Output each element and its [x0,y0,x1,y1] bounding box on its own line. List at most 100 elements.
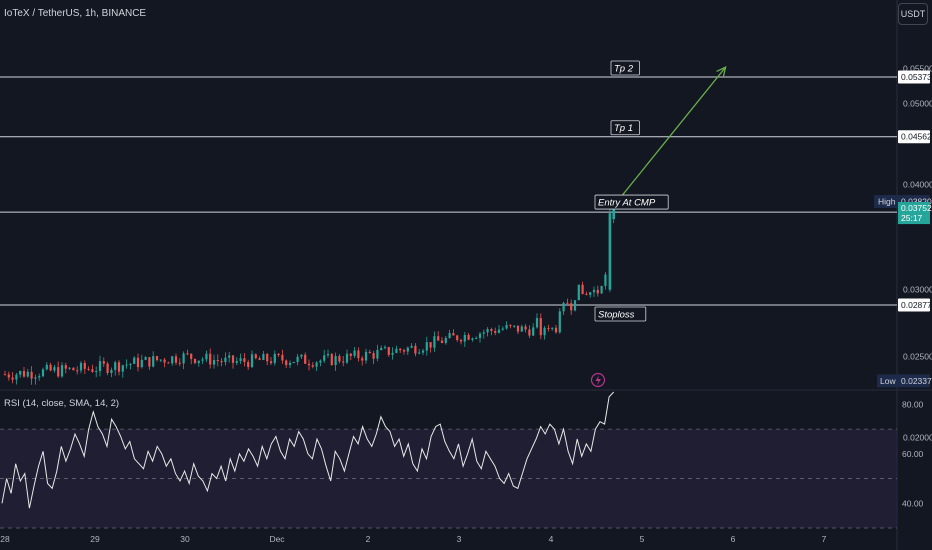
candle [155,356,159,361]
time-tick-label: 28 [0,534,10,544]
level-price-text: 0.04562 [901,132,932,142]
current-price-text: 0.03752 [901,203,932,213]
annotation-box [594,194,669,210]
candle [596,289,599,294]
candle [444,337,447,343]
candle [49,364,52,371]
candle [239,358,242,362]
candle [410,345,413,348]
annotation-entry-at-cmp[interactable]: Entry At CMP [594,194,669,210]
candle [463,334,466,342]
candle [520,326,523,332]
icons [590,372,606,388]
time-tick-label: 3 [457,534,462,544]
candle [494,330,497,333]
candle [429,342,432,348]
candle [300,354,303,357]
low-badge [877,374,898,388]
candle [535,318,539,328]
candle [231,355,235,363]
candle [326,354,330,356]
candle [114,362,117,370]
candle [376,350,379,359]
annotation-stoploss[interactable]: Stoploss [594,306,647,322]
candle [125,364,128,366]
candle [98,361,102,372]
arrow-head-icon [716,65,727,78]
candle [209,353,212,365]
candle [505,324,508,329]
candle [144,357,147,360]
candle [3,374,7,376]
annotation-tp-1[interactable]: Tp 1 [610,120,640,136]
candle [22,371,26,377]
candle [129,363,132,365]
candle [357,350,360,359]
lightning-icon[interactable] [590,372,606,388]
low-badge-label: Low [880,376,896,386]
candle [391,352,394,355]
candle [285,360,288,366]
candle [133,357,136,364]
candle [486,329,489,333]
candle [197,360,200,364]
price-axis[interactable]: 0.05500 0.05000 0.04000 0.03000 0.02500 0.020… [874,63,932,443]
symbol-title[interactable]: IoTeX / TetherUS, 1h, BINANCE [4,8,147,19]
candle [406,347,409,352]
candle [186,353,189,355]
annotation-label: Tp 1 [614,123,633,134]
candle [573,300,577,311]
candle [57,367,60,377]
candle [330,354,333,366]
candle [338,356,341,362]
candle [269,361,273,364]
time-tick-label: 6 [731,534,736,544]
lightning-circle [590,372,606,388]
annotation-box [610,60,640,76]
candle [117,362,121,372]
candle [91,369,94,372]
candle [247,362,250,368]
candle [159,359,162,361]
candle [174,356,178,363]
candle [368,351,371,354]
candle [558,311,561,333]
candle [551,327,554,329]
candle [72,367,75,371]
annotations: Tp 2 Tp 1 Entry At CMP Stoploss [594,60,669,322]
candle [64,365,67,369]
candle [83,362,86,369]
candle [68,367,71,369]
candle [380,348,383,351]
rsi-title[interactable]: RSI (14, close, SMA, 14, 2) [4,398,120,409]
candle [319,360,322,363]
time-tick-label: 7 [822,534,827,544]
candle [361,358,364,361]
candle [570,303,573,311]
candle [182,353,185,364]
candle [228,355,231,358]
candle [30,371,33,379]
level-price-text: 0.05373 [901,72,932,82]
candle [612,203,615,220]
candle [608,213,612,290]
candle [395,348,398,353]
currency-button[interactable]: USDT [898,3,928,25]
candle [566,302,569,304]
rsi-tick-label: 60.00 [902,449,924,459]
candle [87,368,90,370]
low-price-text: 0.02337 [901,376,932,386]
time-axis[interactable]: 28 29 30 Dec 2 3 4 5 6 7 [0,534,826,544]
candle [600,285,603,294]
candle [277,353,280,355]
candle [95,371,98,373]
annotation-tp-2[interactable]: Tp 2 [610,60,640,76]
level-price-label [898,130,930,144]
candle [383,347,387,349]
price-tick-label: 0.03000 [903,285,932,295]
candle [513,325,516,327]
candle [516,325,520,332]
candle [459,340,463,342]
